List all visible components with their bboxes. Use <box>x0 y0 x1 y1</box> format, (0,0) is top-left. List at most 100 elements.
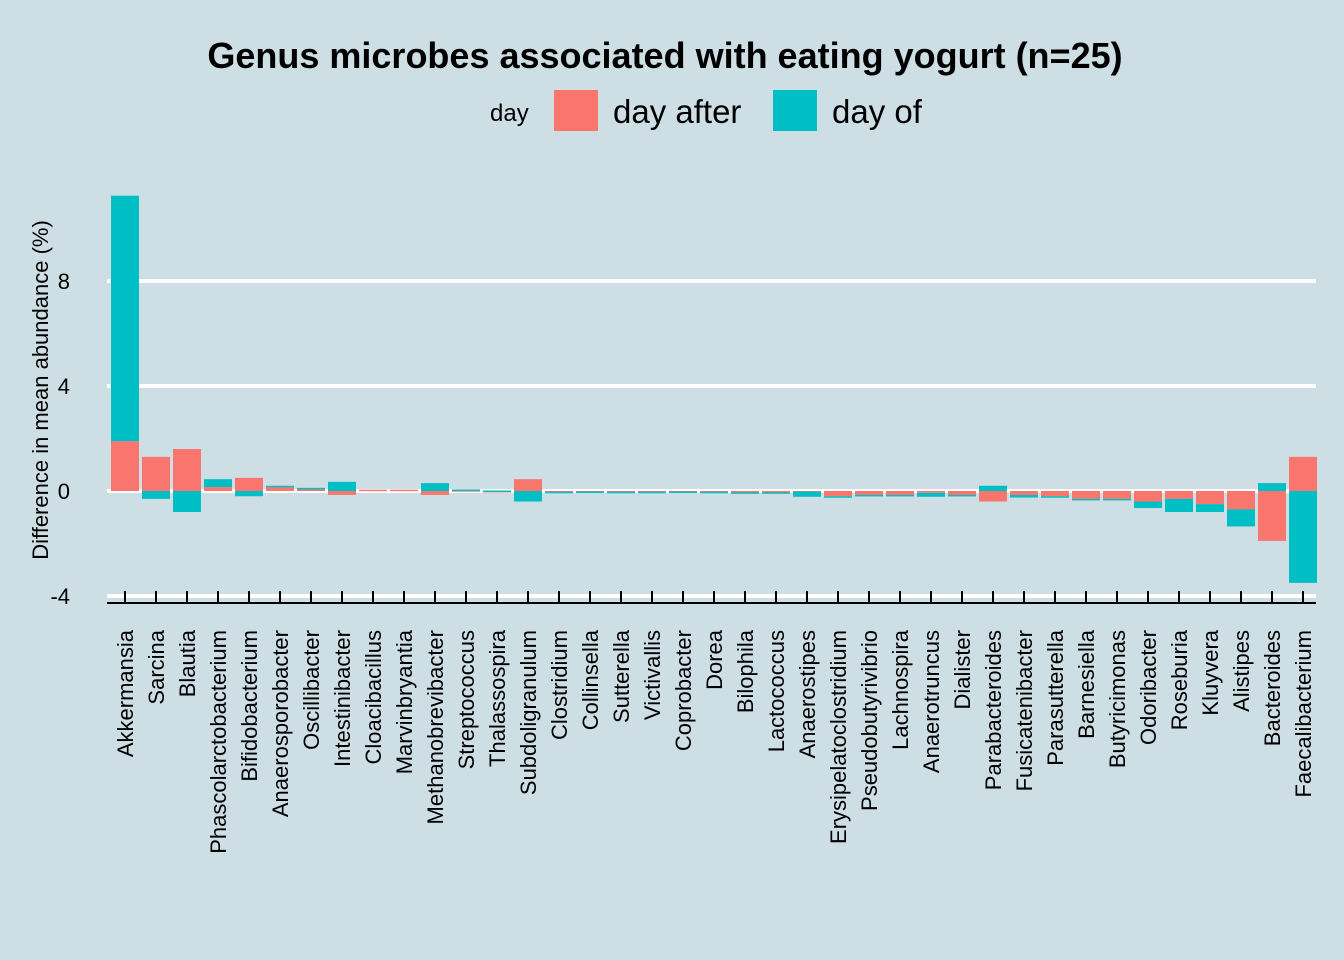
y-tick-label: 4 <box>58 374 70 399</box>
x-ticks: Akkermansia Sarcina Blautia Phascolarctobac… <box>113 591 1316 854</box>
x-tick-label: Dialister <box>950 630 975 709</box>
bar-day-after <box>1196 491 1224 505</box>
bar-day-after <box>142 456 170 491</box>
bar-day-of <box>1196 504 1224 512</box>
bar-day-of <box>297 487 325 490</box>
bar-day-of <box>886 494 914 497</box>
x-tick-label: Phascolarctobacterium <box>206 630 231 854</box>
x-tick-label: Pseudobutyrivibrio <box>857 630 882 811</box>
bar-day-after <box>638 491 666 493</box>
bar-day-of <box>514 491 542 502</box>
x-tick-label: Sarcina <box>144 629 169 704</box>
legend: day day after day of <box>490 90 923 131</box>
bar-day-of <box>855 494 883 497</box>
bar-day-after <box>359 489 387 492</box>
gridlines <box>107 279 1316 598</box>
legend-label-day-after: day after <box>613 93 741 130</box>
y-ticks: -4 0 4 8 <box>50 269 70 609</box>
bar-day-of <box>142 491 170 499</box>
x-tick-label: Lactococcus <box>764 630 789 752</box>
bar-day-after <box>111 441 139 491</box>
bar-day-of <box>762 492 790 494</box>
x-tick-label: Faecalibacterium <box>1291 630 1316 798</box>
x-tick-label: Dorea <box>702 629 727 690</box>
y-axis-label: Difference in mean abundance (%) <box>28 220 53 560</box>
bar-day-after <box>607 491 635 493</box>
x-tick-label: Akkermansia <box>113 629 138 757</box>
x-tick-label: Clostridium <box>547 630 572 740</box>
bar-day-after <box>1289 456 1317 491</box>
x-tick-label: Thalassospira <box>485 629 510 767</box>
bar-day-after <box>1165 491 1193 499</box>
bar-day-after <box>886 491 914 495</box>
bar-day-of <box>266 485 294 488</box>
x-tick-label: Barnesiella <box>1074 629 1099 739</box>
bar-day-after <box>204 487 232 491</box>
bar-day-of <box>483 490 511 492</box>
bar-day-of <box>173 491 201 512</box>
x-tick-label: Parabacteroides <box>981 630 1006 790</box>
x-tick-label: Bifidobacterium <box>237 630 262 782</box>
x-tick-label: Victivallis <box>640 630 665 720</box>
bar-day-after <box>235 477 263 491</box>
bar-day-of <box>1103 498 1131 501</box>
bar-day-after <box>948 491 976 495</box>
x-tick-label: Lachnospira <box>888 629 913 750</box>
y-tick-label: 8 <box>58 269 70 294</box>
legend-swatch-day-of <box>773 90 817 131</box>
bar-day-of <box>1010 494 1038 498</box>
legend-label-day-of: day of <box>832 93 923 130</box>
bar-day-of <box>204 479 232 488</box>
bar-day-after <box>855 491 883 495</box>
x-tick-label: Marvinbryantia <box>392 629 417 774</box>
x-tick-label: Fusicatenibacter <box>1012 630 1037 791</box>
bar-day-after <box>1103 491 1131 499</box>
bar-day-after <box>917 491 945 493</box>
x-tick-label: Coprobacter <box>671 630 696 751</box>
chart-title: Genus microbes associated with eating yo… <box>207 35 1122 76</box>
bar-day-after <box>1041 491 1069 497</box>
bar-day-after <box>390 489 418 492</box>
x-tick-label: Odoribacter <box>1136 630 1161 745</box>
bar-day-after <box>266 487 294 491</box>
x-tick-label: Bilophila <box>733 629 758 713</box>
x-tick-label: Anaerosporobacter <box>268 630 293 817</box>
x-tick-label: Streptococcus <box>454 630 479 769</box>
x-tick-label: Collinsella <box>578 629 603 730</box>
bar-day-after <box>297 488 325 491</box>
bar-day-of <box>638 491 666 494</box>
bar-day-of <box>793 491 821 497</box>
x-tick-label: Oscillibacter <box>299 630 324 750</box>
bar-day-after <box>824 491 852 497</box>
x-tick-label: Bacteroides <box>1260 630 1285 746</box>
bar-day-of <box>452 489 480 491</box>
bar-day-of <box>917 492 945 497</box>
x-tick-label: Erysipelatoclostridium <box>826 630 851 844</box>
bar-day-of <box>1072 498 1100 501</box>
bar-day-of <box>1165 498 1193 512</box>
x-tick-label: Butyricimonas <box>1105 630 1130 768</box>
x-tick-label: Subdoligranulum <box>516 630 541 795</box>
bar-day-of <box>576 491 604 494</box>
bar-day-after <box>421 491 449 495</box>
bar-day-after <box>700 491 728 493</box>
bar-day-after <box>979 491 1007 502</box>
bar-day-of <box>421 483 449 491</box>
bar-day-after <box>731 491 759 493</box>
bar-day-of <box>1041 496 1069 498</box>
bar-day-of <box>1289 491 1317 583</box>
bar-day-of <box>979 485 1007 491</box>
y-tick-label: -4 <box>50 584 70 609</box>
x-tick-label: Cloacibacillus <box>361 630 386 765</box>
y-tick-label: 0 <box>58 479 70 504</box>
x-tick-label: Anaerostipes <box>795 630 820 758</box>
bar-day-of <box>545 491 573 494</box>
bar-day-after <box>545 491 573 493</box>
bar-day-of <box>1227 509 1255 527</box>
x-tick-label: Anaerotruncus <box>919 630 944 773</box>
x-tick-label: Sutterella <box>609 629 634 723</box>
bar-day-of <box>948 494 976 497</box>
bar-day-after <box>1227 491 1255 510</box>
bar-day-after <box>1258 491 1286 541</box>
